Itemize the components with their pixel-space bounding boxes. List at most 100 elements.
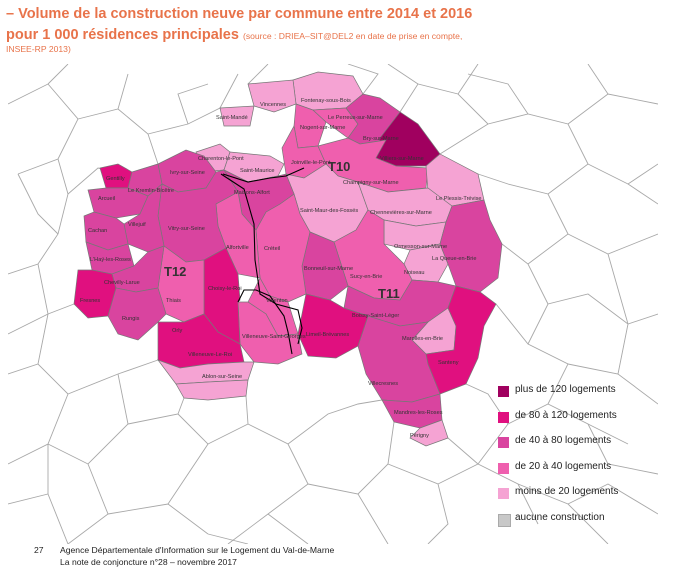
background-border xyxy=(627,183,658,205)
commune-label-bonneuil-sur-marne: Bonneuil-sur-Marne xyxy=(304,266,353,272)
map-subtitle: pour 1 000 résidences principales (sourc… xyxy=(6,27,462,43)
background-border xyxy=(477,173,569,235)
commune-label-villiers-sur-marne: Villiers-sur-Marne xyxy=(380,156,424,162)
background-border xyxy=(501,243,549,305)
commune-label-valenton: Valenton xyxy=(266,298,288,304)
commune-label-saint-maurice: Saint-Maurice xyxy=(240,168,275,174)
background-border xyxy=(67,359,159,395)
background-border xyxy=(347,64,379,95)
commune-label-noiseau: Noiseau xyxy=(404,270,425,276)
background-border xyxy=(387,463,449,544)
commune-label-la-queue-en-brie: La Queue-en-Brie xyxy=(432,256,476,262)
map-title: – Volume de la construction neuve par co… xyxy=(6,6,473,22)
commune-label-creteil: Créteil xyxy=(264,246,280,252)
commune-label-arcueil: Arcueil xyxy=(98,196,115,202)
commune-label-l-hay-les-roses: L'Haÿ-les-Roses xyxy=(90,257,131,263)
background-border xyxy=(177,83,209,125)
background-border xyxy=(267,513,309,544)
background-border xyxy=(37,313,49,365)
background-border xyxy=(465,383,509,465)
background-border xyxy=(47,303,75,315)
background-border xyxy=(8,493,69,544)
legend-swatch xyxy=(498,513,511,527)
background-border xyxy=(77,108,159,165)
choropleth-map: Fontenay-sous-Bois Vincennes Saint-Mandé No… xyxy=(8,64,658,544)
background-border xyxy=(47,373,129,465)
footer-publication: La note de conjoncture n°28 – novembre 2… xyxy=(60,557,237,567)
commune-label-rungis: Rungis xyxy=(122,316,140,322)
commune-label-chennevieres-sur-marne: Chennevières-sur-Marne xyxy=(370,210,432,216)
commune-label-charenton-le-pont: Charenton-le-Pont xyxy=(198,156,244,162)
background-border xyxy=(527,233,658,265)
commune-label-ormesson-sur-marne: Ormesson-sur-Marne xyxy=(394,244,447,250)
background-border xyxy=(587,423,629,445)
commune-label-ivry-sur-seine: Ivry-sur-Seine xyxy=(170,170,205,176)
commune-label-santeny: Santeny xyxy=(438,360,459,366)
commune-label-le-kremlin-bicetre: Le Kremlin-Bicêtre xyxy=(128,188,174,194)
commune-label-maisons-alfort: Maisons-Alfort xyxy=(234,190,270,196)
commune-label-saint-mande: Saint-Mandé xyxy=(216,115,248,121)
background-border xyxy=(437,463,539,525)
background-border xyxy=(8,263,49,335)
background-border xyxy=(57,158,69,195)
commune-label-fontenay-sous-bois: Fontenay-sous-Bois xyxy=(301,98,351,104)
commune-saint-mande xyxy=(219,105,255,127)
background-border xyxy=(107,503,209,535)
legend-label: de 80 à 120 logements xyxy=(515,409,617,421)
commune-label-chevilly-larue: Chevilly-Larue xyxy=(104,280,140,286)
background-border xyxy=(467,73,529,115)
commune-label-vincennes: Vincennes xyxy=(260,102,286,108)
commune-label-bry-sur-marne: Bry-sur-Marne xyxy=(363,136,399,142)
commune-label-nogent-sur-marne: Nogent-sur-Marne xyxy=(300,125,345,131)
background-border xyxy=(287,399,383,445)
background-border xyxy=(567,483,658,515)
background-border xyxy=(617,323,629,375)
background-border xyxy=(527,293,658,345)
background-border xyxy=(387,64,419,85)
commune-label-sucy-en-brie: Sucy-en-Brie xyxy=(350,274,382,280)
legend-label: moins de 20 logements xyxy=(515,486,619,497)
commune-label-thiais: Thiais xyxy=(166,298,181,304)
background-border xyxy=(587,64,609,95)
background-border xyxy=(227,423,309,544)
background-border xyxy=(147,73,239,135)
commune-label-le-plessis-trevise: Le Plessis-Trévise xyxy=(436,196,482,202)
background-border xyxy=(447,437,479,465)
commune-label-boissy-saint-leger: Boissy-Saint-Léger xyxy=(352,313,399,319)
commune-perigny xyxy=(409,419,449,447)
commune-la-queue-en-brie xyxy=(439,199,503,293)
commune-label-le-perreux-sur-marne: Le Perreux-sur-Marne xyxy=(328,115,383,121)
legend-label: de 40 à 80 logements xyxy=(515,435,612,446)
background-border xyxy=(607,253,629,325)
territory-label-t11: T11 xyxy=(378,286,400,301)
commune-label-marolles-en-brie: Marolles-en-Brie xyxy=(402,336,443,342)
background-border xyxy=(127,397,185,425)
background-border xyxy=(67,463,109,544)
commune-label-perigny: Périgny xyxy=(410,433,429,439)
legend-label: plus de 120 logements xyxy=(515,384,616,395)
subtitle-text: pour 1 000 résidences principales xyxy=(6,27,239,43)
legend-label: de 20 à 40 logements xyxy=(515,460,612,472)
commune-santeny xyxy=(425,285,497,395)
territory-border-t12-south xyxy=(237,289,293,355)
legend-swatch xyxy=(498,462,509,474)
background-border xyxy=(399,83,489,125)
commune-label-villejuif: Villejuif xyxy=(128,222,146,228)
background-border xyxy=(547,163,658,195)
background-border xyxy=(207,533,249,544)
territory-border-t12-west xyxy=(220,173,303,345)
background-border xyxy=(457,64,479,95)
commune-label-gentilly: Gentilly xyxy=(106,176,125,182)
source-note: (source : DRIEA–SIT@DEL2 en date de pris… xyxy=(242,31,463,41)
background-border xyxy=(207,395,249,445)
page-number: 27 xyxy=(34,545,44,555)
commune-label-joinville-le-pont: Joinville-le-Pont xyxy=(291,160,331,166)
background-border xyxy=(47,64,69,85)
commune-label-limeil-brevannes: Limeil-Brévannes xyxy=(306,332,349,338)
map-canvas: Fontenay-sous-Bois Vincennes Saint-Mandé No… xyxy=(8,64,658,544)
territory-border-t10-west xyxy=(222,167,305,183)
legend-swatch xyxy=(498,437,509,448)
legend-swatch xyxy=(498,411,509,423)
territory-label-t10: T10 xyxy=(328,159,350,174)
background-border xyxy=(117,73,129,110)
